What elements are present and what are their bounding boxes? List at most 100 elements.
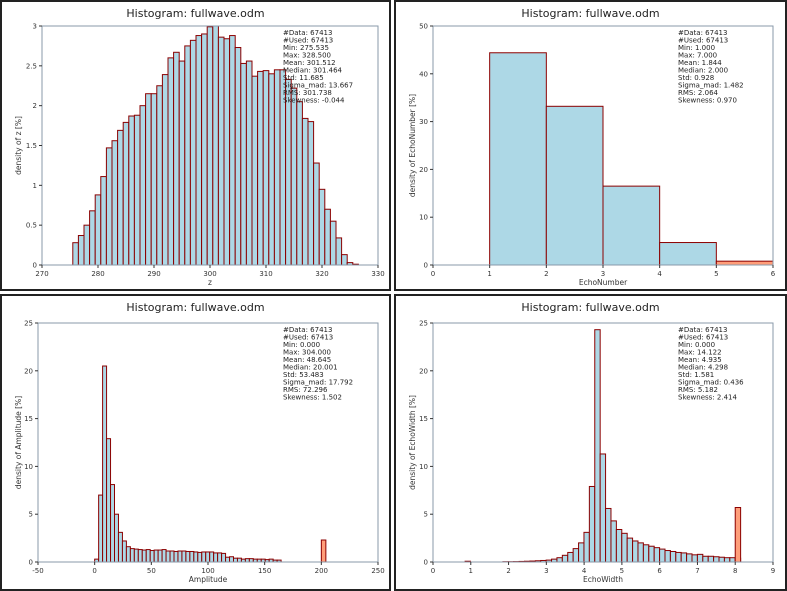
histogram-bar: [489, 52, 547, 266]
y-tick-label: 50: [419, 23, 428, 31]
stat-line: Skewness: 1.502: [283, 394, 342, 402]
histogram-bar: [225, 556, 231, 563]
histogram-bar: [707, 555, 715, 563]
histogram-bar: [184, 45, 191, 266]
x-tick-label: 0: [431, 270, 435, 278]
x-tick-label: 320: [315, 270, 328, 278]
histogram-bar: [105, 147, 113, 266]
histogram-panel-z: Histogram: fullwave.odm 270 280 290 300 310 32…: [0, 0, 391, 291]
histogram-bar: [680, 552, 688, 563]
histogram-bar: [128, 115, 135, 266]
y-tick-label: 1: [33, 182, 37, 190]
histogram-bar: [201, 551, 207, 563]
histogram-bar: [117, 531, 123, 563]
histogram-bar: [212, 25, 219, 266]
histogram-bar: [117, 129, 124, 266]
y-tick-label: 0.5: [26, 222, 37, 230]
y-axis-label: density of z [%]: [14, 116, 23, 175]
x-tick-label: 100: [201, 567, 214, 575]
histogram-bar: [234, 47, 242, 266]
histogram-bar: [181, 550, 187, 563]
x-tick-label: 7: [695, 567, 699, 575]
histogram-bar: [165, 550, 171, 563]
histogram-bar: [610, 520, 617, 563]
x-tick-label: 300: [203, 270, 216, 278]
histogram-bar: [201, 33, 208, 266]
plot-frame: [432, 322, 774, 563]
histogram-bar: [248, 558, 254, 563]
histogram-bar: [206, 26, 214, 266]
overflow-bar: [715, 260, 774, 266]
histogram-bar: [240, 62, 247, 266]
histogram-bar: [244, 558, 250, 563]
histogram-bar: [98, 494, 104, 563]
y-tick-label: 2.5: [26, 62, 37, 70]
stat-line: Max: 328.500: [283, 52, 331, 60]
histogram-bar: [718, 556, 725, 563]
histogram-bar: [221, 552, 227, 563]
x-tick-label: 150: [258, 567, 271, 575]
histogram-bar: [273, 69, 281, 266]
histogram-bar: [296, 101, 303, 266]
stat-line: Median: 4.298: [678, 364, 728, 372]
histogram-bar: [233, 557, 238, 563]
histogram-bar: [209, 551, 215, 563]
histogram-bar: [77, 235, 85, 266]
histogram-bar: [156, 85, 163, 266]
histogram-panel-amplitude: Histogram: fullwave.odm -50 0 50 100 150 200 25…: [0, 294, 391, 591]
y-tick-label: 0: [424, 559, 428, 567]
histogram-bar: [621, 532, 628, 563]
stat-line: Sigma_mad: 0.436: [678, 379, 744, 387]
y-tick-label: 40: [419, 70, 428, 78]
y-tick-label: 10: [419, 214, 428, 222]
histogram-bar: [632, 540, 639, 563]
x-tick-label: 280: [91, 270, 104, 278]
stat-line: Sigma_mad: 17.792: [283, 379, 353, 387]
y-tick-label: 1.5: [26, 142, 37, 150]
histogram-bar: [245, 60, 253, 266]
histogram-bar: [659, 548, 666, 563]
x-tick-label: 3: [544, 567, 548, 575]
histogram-bar: [229, 35, 236, 266]
y-tick-label: 25: [24, 320, 33, 328]
y-axis-label: density of EchoNumber [%]: [408, 94, 417, 197]
histogram-bar: [177, 550, 183, 563]
histogram-bar: [173, 550, 179, 563]
x-tick-label: 5: [714, 270, 718, 278]
y-tick-label: 10: [24, 463, 33, 471]
histogram-bar: [723, 557, 731, 563]
histogram-bar: [114, 513, 119, 563]
histogram-bar: [133, 548, 139, 563]
histogram-bar: [691, 554, 698, 563]
stat-line: RMS: 301.738: [283, 89, 332, 97]
x-tick-label: 250: [371, 567, 384, 575]
stat-line: #Used: 67413: [283, 334, 333, 342]
stat-line: Skewness: 0.970: [678, 97, 737, 105]
stat-line: Skewness: 2.414: [678, 394, 737, 402]
histogram-bar: [111, 140, 119, 266]
x-tick-label: 5: [620, 567, 624, 575]
histogram-bar: [318, 188, 326, 266]
x-tick-label: 0: [92, 567, 96, 575]
histogram-bar: [669, 550, 677, 563]
histogram-bar: [329, 220, 337, 266]
x-tick-label: 50: [147, 567, 156, 575]
stat-line: Median: 20.001: [283, 364, 338, 372]
histogram-bar: [335, 237, 343, 266]
histogram-bar: [169, 550, 175, 563]
stat-line: Std: 0.928: [678, 74, 714, 82]
overflow-bar: [320, 539, 327, 563]
histogram-bar: [605, 507, 612, 563]
histogram-bar: [556, 557, 563, 563]
histogram-bar: [141, 549, 147, 563]
y-tick-label: 0: [29, 559, 33, 567]
stat-line: Min: 275.535: [283, 44, 329, 52]
histogram-bar: [153, 549, 159, 563]
y-tick-label: 10: [419, 463, 428, 471]
histogram-bar: [157, 549, 163, 563]
histogram-bar: [133, 114, 141, 266]
histogram-bar: [664, 550, 671, 563]
stat-line: Skewness: -0.044: [283, 97, 345, 105]
histogram-bar: [648, 545, 655, 563]
histogram-bar: [102, 365, 108, 563]
